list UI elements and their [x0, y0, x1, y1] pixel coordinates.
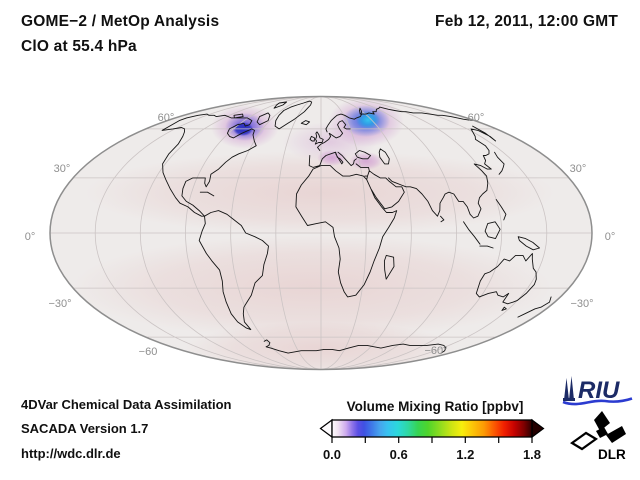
map-border [49, 95, 593, 371]
cathedral-icon [563, 376, 575, 401]
lat-label-60s-left: −60 [139, 346, 158, 358]
colorbar-underflow-arrow [319, 418, 333, 439]
lat-label-60n-right: 60° [468, 112, 485, 124]
dlr-emblem-icon [570, 411, 626, 451]
barents-maximum-core [356, 111, 380, 129]
footer-url: http://wdc.dlr.de [21, 446, 121, 461]
lat-label-60s-right: −60° [424, 345, 447, 357]
lat-label-60n-left: 60° [158, 112, 175, 124]
colorbar-tick-0.0: 0.0 [323, 447, 341, 462]
riu-logo: RIU [562, 376, 633, 406]
coastlines [161, 100, 552, 354]
analysis-datetime: Feb 12, 2011, 12:00 GMT [435, 13, 618, 30]
graticule-grid [50, 96, 592, 370]
footer-version: SACADA Version 1.7 [21, 421, 149, 436]
colorbar-tick-1.2: 1.2 [456, 447, 474, 462]
colorbar-tick-1.8: 1.8 [523, 447, 541, 462]
colorbar: 0.0 0.6 1.2 1.8 [319, 418, 545, 462]
colorbar-overflow-arrow [531, 418, 545, 439]
lat-label-0-left: 0° [25, 231, 36, 243]
dlr-logo-text: DLR [598, 447, 626, 462]
colorbar-gradient-bar [331, 419, 533, 438]
species-level-title: ClO at 55.4 hPa [21, 38, 137, 55]
footer-assimilation: 4DVar Chemical Data Assimilation [21, 397, 232, 412]
lat-label-30n-right: 30° [570, 163, 587, 175]
lat-label-30n-left: 30° [54, 163, 71, 175]
riu-wave [562, 397, 633, 406]
colorbar-tick-0.6: 0.6 [390, 447, 408, 462]
lat-label-0-right: 0° [605, 231, 616, 243]
colorbar-ticks [331, 437, 533, 443]
product-title: GOME−2 / MetOp Analysis [21, 13, 220, 30]
lat-label-30s-left: −30° [48, 298, 71, 310]
lat-label-30s-right: −30° [570, 298, 593, 310]
riu-logo-text: RIU [578, 377, 620, 404]
colorbar-title: Volume Mixing Ratio [ppbv] [346, 399, 524, 414]
se-europe-patch [317, 150, 347, 166]
latitude-labels: 60° 30° 0° −30° −60 60° 30° 0° −30° −60° [25, 112, 616, 358]
dlr-logo: DLR [570, 411, 626, 462]
